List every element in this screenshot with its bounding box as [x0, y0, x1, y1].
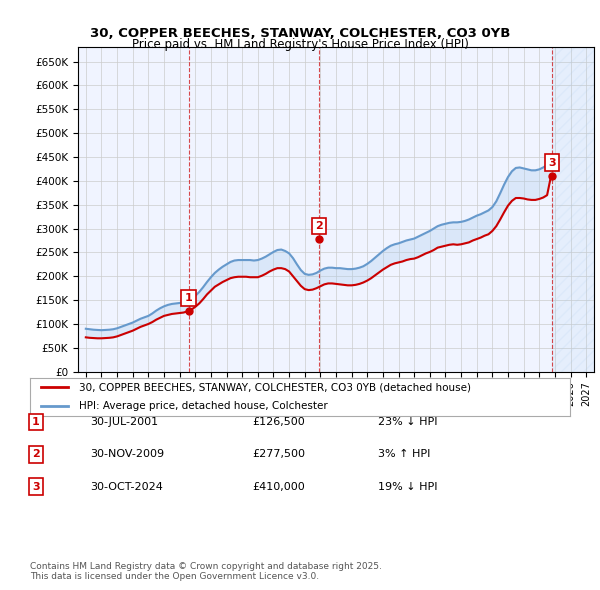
Text: 19% ↓ HPI: 19% ↓ HPI [378, 482, 437, 491]
Text: 30-JUL-2001: 30-JUL-2001 [90, 417, 158, 427]
Text: 23% ↓ HPI: 23% ↓ HPI [378, 417, 437, 427]
Text: 2: 2 [315, 221, 323, 231]
Text: 30, COPPER BEECHES, STANWAY, COLCHESTER, CO3 0YB (detached house): 30, COPPER BEECHES, STANWAY, COLCHESTER,… [79, 382, 470, 392]
Text: 3: 3 [548, 158, 556, 168]
Text: 30, COPPER BEECHES, STANWAY, COLCHESTER, CO3 0YB: 30, COPPER BEECHES, STANWAY, COLCHESTER,… [90, 27, 510, 40]
Text: Price paid vs. HM Land Registry's House Price Index (HPI): Price paid vs. HM Land Registry's House … [131, 38, 469, 51]
Text: 30-NOV-2009: 30-NOV-2009 [90, 450, 164, 459]
Bar [552, 47, 594, 372]
Text: Contains HM Land Registry data © Crown copyright and database right 2025.
This d: Contains HM Land Registry data © Crown c… [30, 562, 382, 581]
Text: £277,500: £277,500 [252, 450, 305, 459]
Text: £410,000: £410,000 [252, 482, 305, 491]
Text: 3% ↑ HPI: 3% ↑ HPI [378, 450, 430, 459]
Text: 2: 2 [32, 450, 40, 459]
Text: 3: 3 [32, 482, 40, 491]
Text: £126,500: £126,500 [252, 417, 305, 427]
Text: HPI: Average price, detached house, Colchester: HPI: Average price, detached house, Colc… [79, 401, 328, 411]
Text: 1: 1 [185, 293, 193, 303]
Text: 30-OCT-2024: 30-OCT-2024 [90, 482, 163, 491]
Text: 1: 1 [32, 417, 40, 427]
